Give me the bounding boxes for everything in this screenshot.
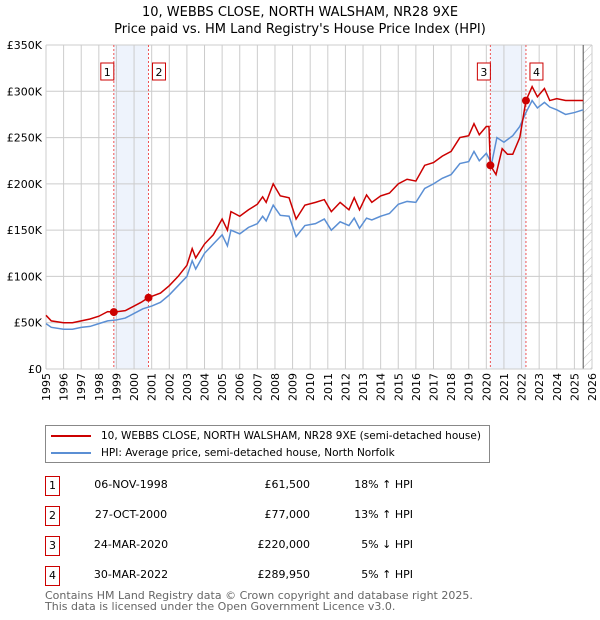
sale-row: 3 24-MAR-2020 £220,000 5% ↓ HPI xyxy=(45,536,445,556)
x-tick-label: 2016 xyxy=(410,373,423,401)
legend-label: HPI: Average price, semi-detached house,… xyxy=(101,447,395,459)
legend-item-property: 10, WEBBS CLOSE, NORTH WALSHAM, NR28 9XE… xyxy=(46,428,481,444)
sale-point xyxy=(521,96,530,105)
sale-row: 1 06-NOV-1998 £61,500 18% ↑ HPI xyxy=(45,476,445,496)
sale-row: 4 30-MAR-2022 £289,950 5% ↑ HPI xyxy=(45,566,445,586)
y-tick-label: £350K xyxy=(7,39,43,52)
sale-date: 30-MAR-2022 xyxy=(93,568,169,581)
sale-price: £220,000 xyxy=(257,538,311,551)
sale-number: 4 xyxy=(45,566,60,586)
x-tick-label: 1996 xyxy=(58,373,71,401)
licence-text: This data is licensed under the Open Gov… xyxy=(45,600,396,613)
chart-title: 10, WEBBS CLOSE, NORTH WALSHAM, NR28 9XE… xyxy=(0,4,600,38)
sale-hpi-diff: 5% ↓ HPI xyxy=(361,538,413,551)
y-tick-label: £200K xyxy=(7,178,43,191)
series-line xyxy=(45,99,584,330)
sale-price: £289,950 xyxy=(257,568,311,581)
x-tick-label: 2001 xyxy=(146,373,159,401)
footer: Contains HM Land Registry data © Crown c… xyxy=(45,590,473,612)
x-tick-label: 2013 xyxy=(357,373,370,401)
x-tick-label: 2011 xyxy=(322,373,335,401)
sale-price: £77,000 xyxy=(264,508,311,521)
x-tick-label: 2004 xyxy=(199,373,212,401)
sale-marker-box xyxy=(476,62,491,81)
x-tick-label: 1999 xyxy=(110,373,123,401)
x-tick-label: 2017 xyxy=(427,373,440,401)
sale-date: 06-NOV-1998 xyxy=(94,478,168,491)
sale-marker-label: 4 xyxy=(533,66,540,79)
sale-number: 1 xyxy=(45,476,60,496)
x-tick-label: 1997 xyxy=(75,373,88,401)
y-tick-label: £100K xyxy=(7,270,43,283)
x-tick-label: 2009 xyxy=(287,373,300,401)
x-tick-label: 2022 xyxy=(516,373,529,401)
sale-row: 2 27-OCT-2000 £77,000 13% ↑ HPI xyxy=(45,506,445,526)
x-tick-label: 2014 xyxy=(375,373,388,401)
x-tick-label: 2008 xyxy=(269,373,282,401)
sale-period-shading xyxy=(490,45,526,369)
sale-period-shading xyxy=(113,45,149,369)
x-tick-label: 2023 xyxy=(533,373,546,401)
y-tick-label: £0 xyxy=(28,363,42,376)
sale-marker-label: 1 xyxy=(104,66,111,79)
x-tick-label: 2005 xyxy=(216,373,229,401)
y-tick-label: £300K xyxy=(7,85,43,98)
sale-number: 2 xyxy=(45,506,60,526)
sale-hpi-diff: 18% ↑ HPI xyxy=(354,478,413,491)
price-chart: 1995 1996 1997 1998 1999 2000 2001 2002 2003 2004… xyxy=(7,39,599,401)
x-tick-label: 2000 xyxy=(128,373,141,401)
sale-date: 24-MAR-2020 xyxy=(93,538,169,551)
x-tick-label: 2026 xyxy=(586,373,599,401)
sale-point xyxy=(144,293,153,302)
sale-marker-box xyxy=(152,62,167,81)
sale-hpi-diff: 13% ↑ HPI xyxy=(354,508,413,521)
x-tick-label: 2010 xyxy=(304,373,317,401)
sale-hpi-diff: 5% ↑ HPI xyxy=(361,568,413,581)
x-tick-label: 2007 xyxy=(251,373,264,401)
title-line1: 10, WEBBS CLOSE, NORTH WALSHAM, NR28 9XE xyxy=(141,5,459,20)
legend-label: 10, WEBBS CLOSE, NORTH WALSHAM, NR28 9XE… xyxy=(101,430,481,442)
sale-marker-box xyxy=(100,62,115,81)
x-tick-label: 2019 xyxy=(463,373,476,401)
legend-item-hpi: HPI: Average price, semi-detached house,… xyxy=(46,445,395,461)
sale-price: £61,500 xyxy=(264,478,311,491)
x-tick-label: 2002 xyxy=(163,373,176,401)
x-tick-label: 2015 xyxy=(392,373,405,401)
x-tick-label: 2024 xyxy=(551,373,564,401)
legend: 10, WEBBS CLOSE, NORTH WALSHAM, NR28 9XE… xyxy=(45,425,490,463)
x-tick-label: 2018 xyxy=(445,373,458,401)
sale-point xyxy=(486,161,495,170)
x-tick-label: 2003 xyxy=(181,373,194,401)
sale-point xyxy=(109,308,118,317)
sale-number: 3 xyxy=(45,536,60,556)
x-tick-label: 1998 xyxy=(93,373,106,401)
x-tick-label: 2006 xyxy=(234,373,247,401)
y-tick-label: £150K xyxy=(7,224,43,237)
blue-line-icon xyxy=(51,452,91,454)
sale-marker-box xyxy=(529,62,544,81)
forecast-hatch xyxy=(583,45,592,369)
y-tick-label: £50K xyxy=(14,317,43,330)
sale-date: 27-OCT-2000 xyxy=(94,508,168,521)
x-tick-label: 1995 xyxy=(40,373,53,401)
x-tick-label: 2012 xyxy=(339,373,352,401)
x-tick-label: 2025 xyxy=(568,373,581,401)
copyright-text: Contains HM Land Registry data © Crown c… xyxy=(45,589,473,602)
subtitle: Price paid vs. HM Land Registry's House … xyxy=(114,22,486,37)
x-tick-label: 2021 xyxy=(498,373,511,401)
y-tick-label: £250K xyxy=(7,132,43,145)
sale-marker-label: 2 xyxy=(156,66,163,79)
x-tick-label: 2020 xyxy=(480,373,493,401)
red-line-icon xyxy=(51,435,91,437)
sale-marker-label: 3 xyxy=(480,66,487,79)
